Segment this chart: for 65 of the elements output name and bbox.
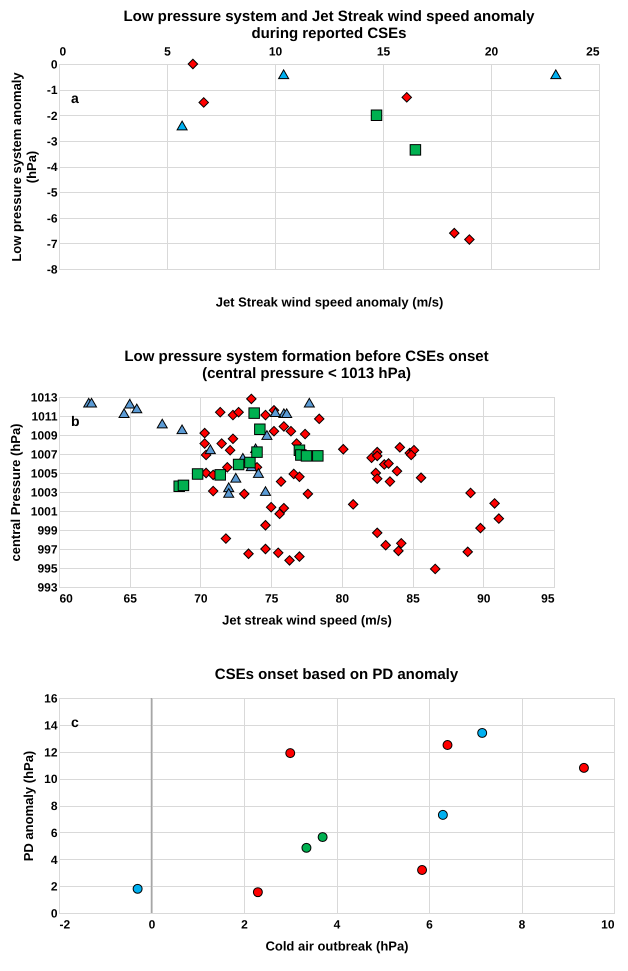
x-tick-label: 2 <box>241 918 248 932</box>
y-tick-label: 12 <box>44 745 58 760</box>
y-tick-label: 1001 <box>30 504 58 518</box>
y-tick-label: 1009 <box>30 428 58 442</box>
x-tick-label: 85 <box>406 592 420 606</box>
y-tick-label: 10 <box>44 772 58 786</box>
text: Low pressure system formation before CSEs onset <box>124 348 489 365</box>
x-tick-label: 95 <box>541 592 555 606</box>
chart-title: CSEs onset based on PD anomaly <box>214 666 459 683</box>
x-tick-label: 0 <box>148 918 156 932</box>
y-tick-label: -3 <box>46 134 58 148</box>
y-tick-label: 2 <box>50 880 58 894</box>
y-tick-label: 6 <box>50 826 58 840</box>
y-tick-label: 1003 <box>30 486 58 500</box>
y-tick-label: 993 <box>37 580 58 594</box>
x-tick-label: -2 <box>60 918 70 932</box>
x-tick-label: 25 <box>586 44 600 58</box>
x-tick-label: 80 <box>336 592 350 606</box>
x-tick-label: 20 <box>484 44 498 58</box>
x-tick-label: 60 <box>60 592 74 606</box>
y-tick-label: 997 <box>37 542 58 556</box>
x-axis-title: Jet Streak wind speed anomaly (m/s) <box>216 294 444 310</box>
annotation: b <box>71 413 80 429</box>
x-tick-label: 75 <box>264 592 279 606</box>
y-tick-label: -7 <box>46 236 58 251</box>
x-axis-title: Jet streak wind speed (m/s) <box>222 612 392 628</box>
y-tick-label: -1 <box>46 83 58 98</box>
y-tick-label: -2 <box>46 108 58 123</box>
x-tick-label: 0 <box>60 44 66 58</box>
text: Low pressure system anomaly <box>8 72 24 262</box>
x-tick-label: 15 <box>376 44 390 58</box>
x-tick-label: 6 <box>426 918 434 932</box>
y-tick-label: 4 <box>50 852 58 867</box>
y-tick-label: 1005 <box>30 466 58 480</box>
y-tick-label: 999 <box>37 524 58 538</box>
y-axis-title: central Pressure (hPa) <box>8 423 23 562</box>
y-tick-label: -8 <box>46 262 58 276</box>
x-tick-label: 4 <box>334 918 341 932</box>
x-tick-label: 70 <box>194 592 208 606</box>
text: (central pressure < 1013 hPa) <box>202 365 411 382</box>
y-tick-label: 8 <box>50 799 58 813</box>
x-tick-label: 10 <box>268 44 282 58</box>
x-tick-label: 10 <box>601 918 615 932</box>
y-tick-label: -5 <box>46 186 58 200</box>
x-tick-label: 5 <box>164 44 172 58</box>
y-tick-label: -4 <box>46 160 58 174</box>
y-tick-label: -6 <box>46 211 58 226</box>
text: (hPa) <box>24 150 39 184</box>
y-tick-label: 16 <box>44 692 58 706</box>
y-tick-label: 0 <box>50 906 58 920</box>
x-tick-label: 90 <box>477 592 491 606</box>
text: Low pressure system and Jet Streak wind speed anomaly <box>124 8 534 25</box>
y-tick-label: 0 <box>50 58 58 72</box>
x-tick-label: 65 <box>124 592 138 606</box>
x-axis-title: Cold air outbreak (hPa) <box>265 938 409 954</box>
y-tick-label: 1013 <box>30 390 58 404</box>
y-tick-label: 995 <box>37 562 58 576</box>
y-tick-label: 1007 <box>30 448 58 462</box>
text: during reported CSEs <box>251 25 407 42</box>
y-tick-label: 14 <box>44 718 58 732</box>
annotation: c <box>71 714 79 730</box>
y-axis-title: PD anomaly (hPa) <box>21 750 36 862</box>
annotation: a <box>71 90 79 106</box>
y-tick-label: 1011 <box>31 410 58 424</box>
x-tick-label: 8 <box>518 918 526 932</box>
